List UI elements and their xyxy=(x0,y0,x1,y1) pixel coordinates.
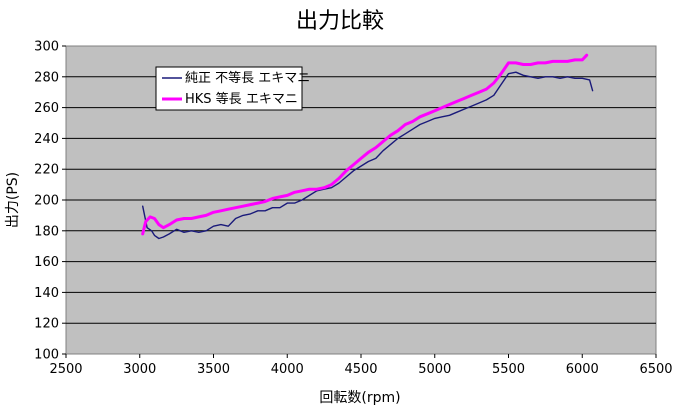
x-tick-label: 6500 xyxy=(639,362,672,377)
y-tick-label: 260 xyxy=(34,101,59,116)
x-tick-label: 3000 xyxy=(123,362,156,377)
x-tick-label: 3500 xyxy=(197,362,230,377)
series-lines xyxy=(141,53,594,240)
chart-title: 出力比較 xyxy=(296,9,384,34)
x-tick-label: 2500 xyxy=(49,362,82,377)
y-tick-label: 200 xyxy=(34,194,59,209)
legend-box xyxy=(155,66,303,111)
x-axis-title: 回転数(rpm) xyxy=(319,390,400,406)
y-tick-label: 160 xyxy=(34,255,59,270)
legend-label-oem: 純正 不等長 エキマニ xyxy=(185,70,310,86)
x-tick-label: 6000 xyxy=(566,362,599,377)
x-tick-label: 5500 xyxy=(492,362,525,377)
y-tick-label: 120 xyxy=(34,317,59,332)
y-tick-label: 240 xyxy=(34,132,59,147)
y-tick-label: 300 xyxy=(34,40,59,55)
series-line-oem xyxy=(141,71,594,240)
x-axis: 2500 3000 3500 4000 4500 5000 5500 6000 6500 xyxy=(49,354,673,377)
series-line-hks xyxy=(141,53,589,236)
y-tick-label: 100 xyxy=(34,348,59,363)
x-tick-label: 4000 xyxy=(271,362,304,377)
y-tick-label: 280 xyxy=(34,70,59,85)
y-axis: 100 120 140 160 180 200 220 240 260 280 300 xyxy=(34,40,66,363)
x-tick-label: 4500 xyxy=(344,362,377,377)
y-tick-label: 220 xyxy=(34,163,59,178)
legend: 純正 不等長 エキマニ HKS 等長 エキマニ xyxy=(155,66,310,111)
legend-label-hks: HKS 等長 エキマニ xyxy=(185,91,298,107)
y-tick-label: 180 xyxy=(34,224,59,239)
y-tick-label: 140 xyxy=(34,286,59,301)
x-tick-label: 5000 xyxy=(418,362,451,377)
y-axis-title: 出力(PS) xyxy=(5,172,21,228)
